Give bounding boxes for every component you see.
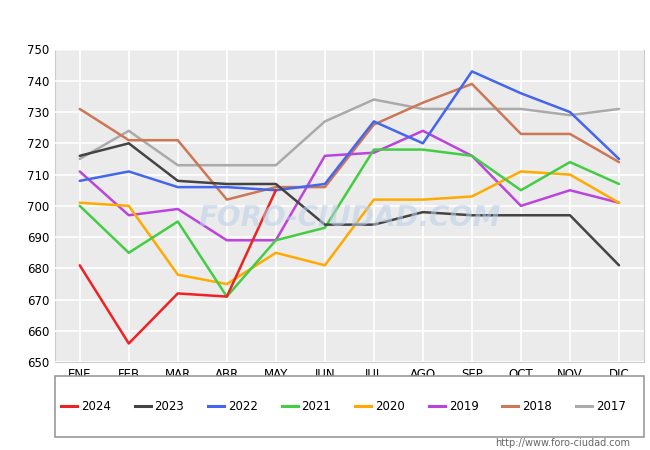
Text: 2022: 2022: [228, 400, 258, 413]
Text: 2024: 2024: [81, 400, 111, 413]
Text: 2017: 2017: [595, 400, 625, 413]
Text: FORO-CIUDAD.COM: FORO-CIUDAD.COM: [198, 204, 500, 232]
Text: 2021: 2021: [302, 400, 332, 413]
Text: http://www.foro-ciudad.com: http://www.foro-ciudad.com: [495, 438, 630, 448]
Text: 2023: 2023: [155, 400, 184, 413]
Text: 2018: 2018: [522, 400, 552, 413]
Text: 2019: 2019: [448, 400, 478, 413]
Text: Afiliados en Ugíjar a 31/5/2024: Afiliados en Ugíjar a 31/5/2024: [186, 14, 464, 33]
Text: 2020: 2020: [375, 400, 405, 413]
